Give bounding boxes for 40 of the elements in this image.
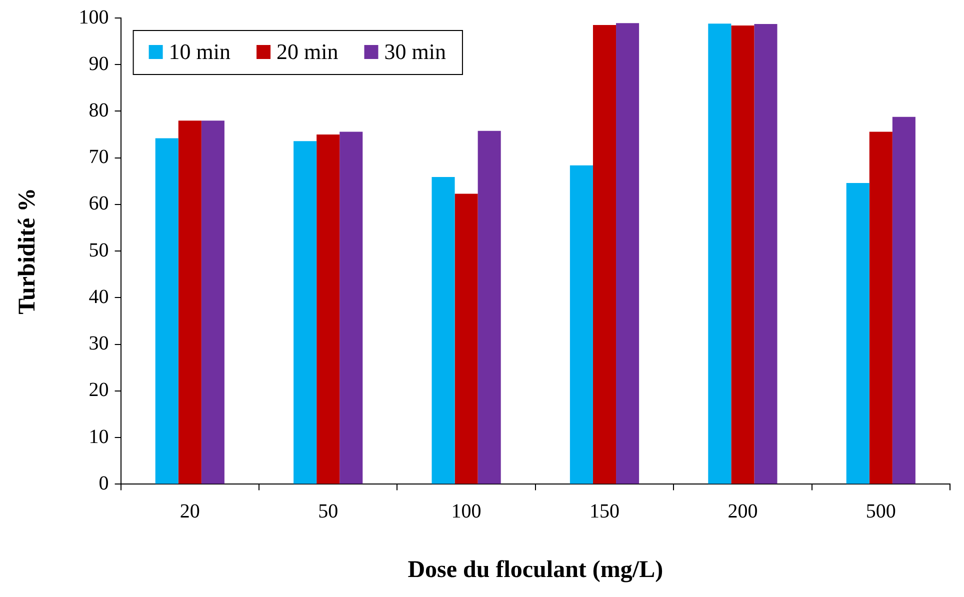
bar [454, 194, 478, 484]
y-tick-label: 60 [88, 192, 109, 215]
bar [616, 23, 640, 484]
bar [846, 183, 870, 484]
bar [478, 130, 501, 484]
y-axis-title: Turbidité % [14, 188, 41, 314]
y-tick-label: 80 [88, 99, 109, 122]
bar [316, 134, 340, 484]
x-tick-label: 20 [180, 500, 200, 522]
y-tick-label: 30 [88, 332, 109, 355]
x-tick-label: 500 [866, 500, 896, 522]
y-tick-label: 100 [78, 6, 109, 28]
y-tick-label: 50 [88, 239, 109, 262]
x-tick-label: 50 [318, 500, 338, 522]
bar [892, 116, 916, 484]
bar [178, 120, 202, 484]
legend-label: 20 min [276, 38, 338, 64]
x-tick-label: 200 [728, 500, 758, 522]
bar [294, 141, 317, 484]
bar [432, 176, 455, 484]
y-tick-label: 70 [88, 146, 109, 168]
bar [592, 24, 616, 484]
y-tick-label: 0 [98, 472, 109, 494]
bar [731, 25, 754, 484]
bar [570, 165, 593, 484]
legend-label: 10 min [168, 38, 231, 64]
y-tick-label: 20 [88, 379, 109, 402]
y-tick-label: 90 [88, 52, 109, 75]
x-axis-title: Dose du floculant (mg/L) [408, 556, 664, 583]
bar [155, 138, 178, 484]
bar [869, 132, 892, 484]
bar [754, 24, 778, 484]
x-tick-label: 150 [590, 500, 620, 522]
legend-label: 30 min [384, 38, 446, 64]
bar [708, 24, 732, 484]
y-tick-label: 10 [88, 426, 109, 448]
y-tick-label: 40 [88, 286, 109, 308]
bar [201, 120, 224, 484]
x-tick-label: 100 [451, 500, 482, 522]
bar [340, 132, 363, 484]
